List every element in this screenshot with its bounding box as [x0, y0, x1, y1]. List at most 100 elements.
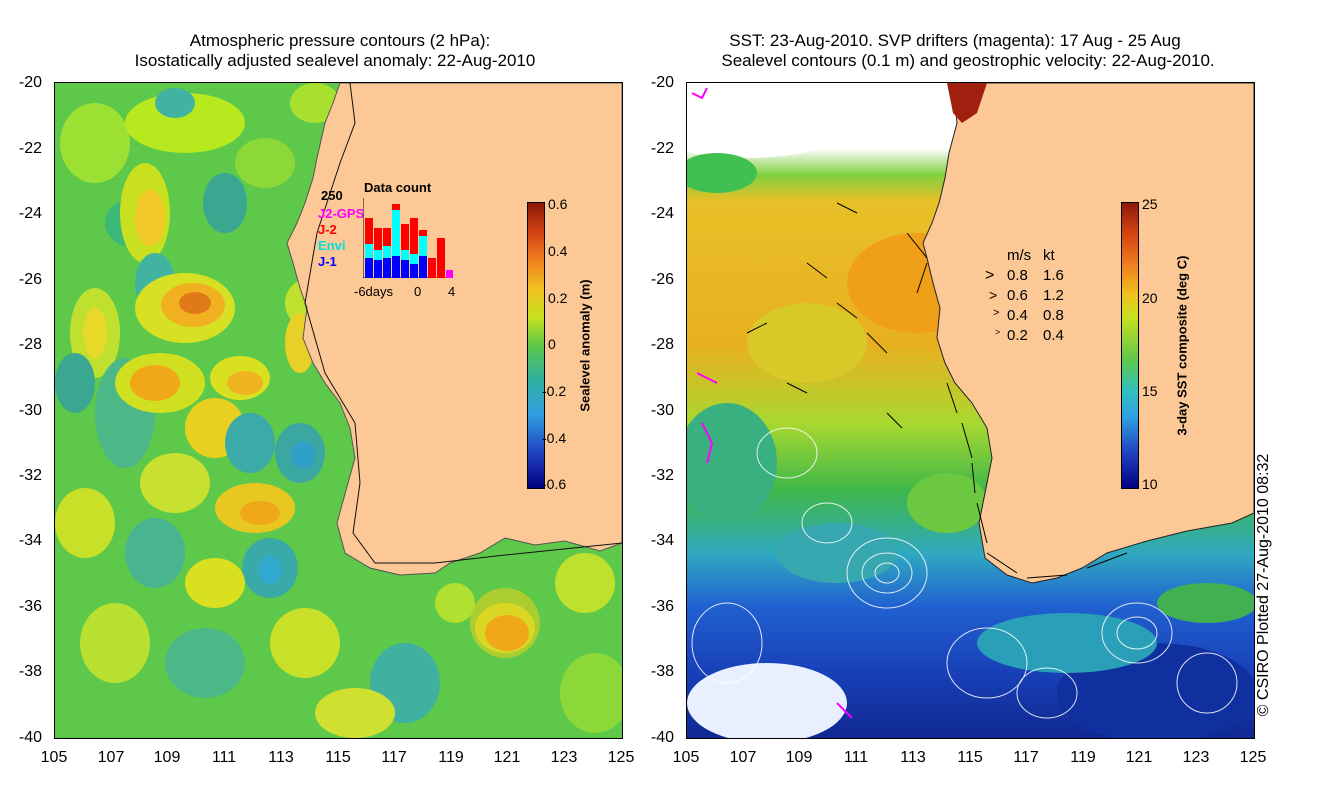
velocity-ms: 0.2: [1007, 327, 1028, 344]
sl-tick: 0.2: [548, 290, 568, 306]
sst-colorbar: [1121, 202, 1139, 489]
lon-tick: 117: [381, 749, 407, 766]
lat-tick: -34: [18, 532, 42, 549]
sl-tick: 0: [548, 336, 556, 352]
lon-tick: 121: [493, 749, 521, 766]
lat-tick: -26: [18, 271, 42, 288]
velocity-kt: 0.4: [1043, 327, 1064, 344]
pressure-contour: [304, 83, 622, 564]
sl-tick: 0.6: [548, 196, 568, 212]
data-count-x-end: 4: [448, 284, 456, 299]
sl-tick: -0.6: [542, 476, 567, 492]
lat-tick: -22: [18, 140, 42, 157]
velocity-ms: 0.4: [1007, 307, 1028, 324]
lon-tick: 125: [1239, 749, 1267, 766]
velocity-ms: 0.6: [1007, 287, 1028, 304]
lon-tick: 107: [97, 749, 125, 766]
velocity-header-ms: m/s: [1007, 247, 1032, 264]
data-count-title: Data count: [364, 180, 432, 195]
svp-drifters: [691, 87, 853, 719]
lon-tick: 113: [268, 749, 294, 766]
lat-tick: -32: [18, 467, 42, 484]
left-title-line2: Isostatically adjusted sealevel anomaly:…: [134, 51, 536, 70]
lon-tick: 109: [153, 749, 181, 766]
lat-tick: -24: [650, 205, 674, 222]
legend-envi: Envi: [318, 238, 346, 253]
sst-colorbar-ticks: 25 20 15 10: [1142, 196, 1172, 496]
lat-tick: -20: [18, 74, 42, 91]
lat-tick: -28: [18, 336, 42, 353]
lon-tick: 115: [325, 749, 351, 766]
lat-tick: -36: [650, 598, 674, 615]
sl-tick: -0.4: [542, 430, 567, 446]
lat-tick: -26: [650, 271, 674, 288]
left-title-line1: Atmospheric pressure contours (2 hPa):: [189, 31, 491, 50]
sst-tick: 20: [1142, 290, 1158, 306]
lat-tick: -38: [650, 663, 674, 680]
legend-j2: J-2: [318, 222, 337, 237]
velocity-vectors: [746, 202, 1128, 579]
lon-tick: 113: [900, 749, 926, 766]
velocity-header-kt: kt: [1043, 247, 1055, 264]
lon-tick: 111: [211, 749, 237, 766]
sst-colorbar-label: 3-day SST composite (deg C): [1174, 255, 1190, 436]
lat-tick: -34: [650, 532, 674, 549]
velocity-kt: 1.6: [1043, 267, 1064, 284]
sst-map: [687, 83, 1254, 738]
lon-tick: 121: [1125, 749, 1153, 766]
velocity-kt: 1.2: [1043, 287, 1064, 304]
legend-j2-gps: J2-GPS: [318, 206, 365, 221]
lon-tick: 123: [1182, 749, 1210, 766]
lon-tick: 119: [438, 749, 464, 766]
lat-tick: -40: [18, 729, 42, 746]
lon-tick: 105: [40, 749, 68, 766]
lon-tick: 117: [1013, 749, 1039, 766]
lat-tick: -36: [18, 598, 42, 615]
sealevel-colorbar-ticks: 0.6 0.4 0.2 0 -0.2 -0.4 -0.6: [542, 196, 588, 496]
sealevel-contours: [691, 427, 1238, 719]
csiro-credit: © CSIRO Plotted 27-Aug-2010 08:32: [1255, 453, 1272, 717]
lon-tick: 107: [729, 749, 757, 766]
lat-tick: -24: [18, 205, 42, 222]
lon-tick: 119: [1070, 749, 1096, 766]
lat-tick: -28: [650, 336, 674, 353]
lon-tick: 109: [785, 749, 813, 766]
data-count-bars: [363, 198, 453, 278]
sl-tick: -0.2: [542, 383, 567, 399]
lat-tick: -20: [650, 74, 674, 91]
lat-tick: -40: [650, 729, 674, 746]
velocity-arrow-icon: >: [995, 327, 1001, 337]
velocity-ms: 0.8: [1007, 267, 1028, 284]
sst-tick: 15: [1142, 383, 1158, 399]
data-count-inset: Data count 250 J2-GPS J-2 Envi J-1 -6day…: [318, 180, 468, 300]
australia-landmass-right: [922, 83, 1254, 584]
lat-tick: -32: [650, 467, 674, 484]
lon-tick: 115: [957, 749, 983, 766]
legend-j1: J-1: [318, 254, 337, 269]
lat-tick: -22: [650, 140, 674, 157]
warm-land-edge: [947, 83, 987, 123]
velocity-arrow-icon: >: [985, 267, 995, 284]
right-map: [686, 82, 1255, 739]
sl-tick: 0.4: [548, 243, 568, 259]
velocity-arrow-icon: >: [993, 307, 1000, 319]
lon-tick: 123: [550, 749, 578, 766]
data-count-x-start: -6days: [354, 284, 394, 299]
lon-tick: 111: [843, 749, 869, 766]
right-title-line1: SST: 23-Aug-2010. SVP drifters (magenta)…: [729, 31, 1181, 50]
velocity-legend: m/s kt > 0.8 1.6 > 0.6 1.2 > 0.4 0.8 > 0…: [985, 247, 1095, 357]
right-title-line2: Sealevel contours (0.1 m) and geostrophi…: [721, 51, 1215, 70]
sealevel-colorbar-label: Sealevel anomaly (m): [577, 279, 593, 412]
lon-tick: 105: [672, 749, 700, 766]
data-count-scale: 250: [321, 188, 343, 203]
sealevel-colorbar: [527, 202, 545, 489]
lon-tick: 125: [607, 749, 635, 766]
lat-tick: -38: [18, 663, 42, 680]
lat-tick: -30: [650, 402, 674, 419]
velocity-kt: 0.8: [1043, 307, 1064, 324]
lat-tick: -30: [18, 402, 42, 419]
data-count-x-zero: 0: [414, 284, 422, 299]
sst-tick: 10: [1142, 476, 1158, 492]
anomaly-field: [55, 83, 622, 738]
velocity-arrow-icon: >: [989, 287, 998, 303]
